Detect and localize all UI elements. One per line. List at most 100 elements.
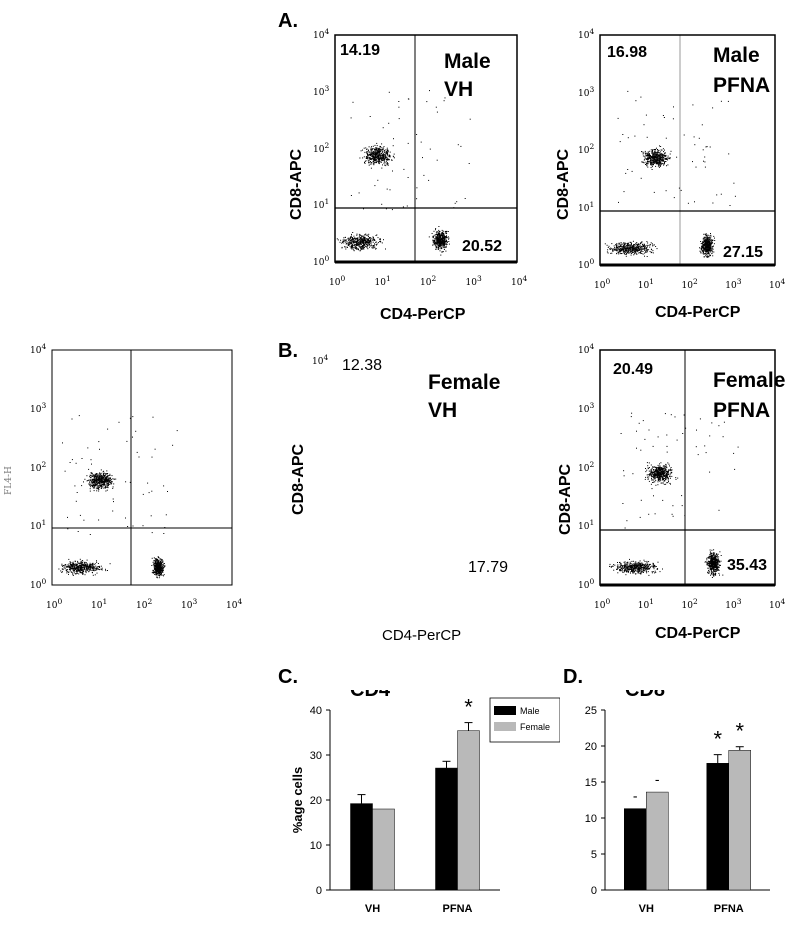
legend-box xyxy=(489,697,560,743)
group-label-line2: PFNA xyxy=(713,399,771,422)
quadrant-bottom-right-value: 35.43 xyxy=(727,557,768,574)
group-label-line2: VH xyxy=(444,78,474,101)
flow-plot-frame xyxy=(51,349,233,586)
panel-label-b: B. xyxy=(278,340,298,362)
panel-label-d: D. xyxy=(563,666,583,688)
legend-label: Female xyxy=(520,722,550,732)
x-tick-label: 102 xyxy=(681,277,698,291)
event-cluster xyxy=(604,240,658,257)
flow-plot-female-vh: 104 12.38 17.79 Female VH CD4-PerCP CD8-… xyxy=(290,345,535,645)
x-tick-label: 100 xyxy=(329,274,346,288)
y-tick-label: 103 xyxy=(313,83,330,98)
x-tick-label: 104 xyxy=(226,597,243,611)
x-tick-label: 101 xyxy=(637,277,654,291)
event-cluster xyxy=(699,233,716,258)
group-label-line1: Male xyxy=(444,50,491,73)
x-axis-label: CD4-PerCP xyxy=(655,304,741,321)
bar-female-pfna xyxy=(728,750,751,891)
x-tick-label: 103 xyxy=(725,277,742,291)
y-axis-label: CD8-APC xyxy=(557,463,574,535)
bar-male-pfna xyxy=(435,767,458,891)
y-tick-label: 100 xyxy=(30,577,47,591)
y-tick-label: 20 xyxy=(310,795,322,807)
y-tick-label: 20 xyxy=(585,741,597,753)
x-axis-label: CD4-PerCP xyxy=(382,627,462,644)
y-axis-label: FL4-H xyxy=(4,466,14,495)
event-cluster xyxy=(704,549,724,578)
event-cluster xyxy=(350,90,471,211)
panel-label-a: A. xyxy=(278,10,298,32)
y-tick-label: 102 xyxy=(313,140,330,155)
y-tick-label: 15 xyxy=(585,777,597,789)
x-tick-label: 102 xyxy=(420,274,437,288)
x-tick-label: 104 xyxy=(511,274,528,288)
y-tick-label: 102 xyxy=(578,459,595,474)
y-tick-label: 5 xyxy=(591,849,597,861)
y-tick-label: 100 xyxy=(313,254,330,268)
quadrant-top-left-value: 20.49 xyxy=(613,361,654,378)
x-tick-label: VH xyxy=(639,903,654,915)
y-tick-label: 101 xyxy=(578,199,595,214)
event-cluster xyxy=(58,558,111,576)
bar-chart-cd4: CD4+ 0 10 20 30 40 %age cells VH PFNA * Male Female xyxy=(290,690,560,915)
y-tick-label: 101 xyxy=(578,518,595,533)
flow-plot-frame xyxy=(599,349,776,587)
event-cluster xyxy=(83,469,117,492)
quadrant-bottom-right-value: 17.79 xyxy=(468,559,509,576)
group-label-line1: Male xyxy=(713,44,760,67)
legend-label: Male xyxy=(520,706,540,716)
x-tick-label: VH xyxy=(365,903,380,915)
y-tick-label: 104 xyxy=(30,342,47,356)
y-tick-label: 101 xyxy=(313,197,330,212)
flow-plot-female-pfna: 20.49 35.43 Female PFNA CD4-PerCP CD8-AP… xyxy=(555,342,800,645)
x-tick-label: 102 xyxy=(136,597,153,611)
x-tick-label: 101 xyxy=(374,274,391,288)
y-tick-label: 102 xyxy=(578,142,595,156)
quadrant-top-left-value: 12.38 xyxy=(342,357,383,374)
group-label-line2: VH xyxy=(428,399,458,422)
x-tick-label: 103 xyxy=(465,274,482,288)
event-cluster xyxy=(609,558,663,576)
y-tick-label: 104 xyxy=(313,27,330,41)
y-tick-label: 103 xyxy=(578,400,595,415)
bar-female-vh xyxy=(646,791,669,891)
chart-title: CD8+ xyxy=(625,690,672,701)
event-cluster xyxy=(359,142,395,169)
x-axis-label: CD4-PerCP xyxy=(655,625,741,642)
flow-plot-male-vh: 14.19 20.52 Male VH CD4-PerCP CD8-APC 10… xyxy=(288,27,535,330)
y-tick-label: 10 xyxy=(310,840,322,852)
significance-marker: * xyxy=(735,719,744,744)
y-tick-label: 104 xyxy=(578,27,595,41)
y-tick-label: 103 xyxy=(30,400,47,415)
quadrant-bottom-right-value: 20.52 xyxy=(462,238,503,255)
bar-male-pfna xyxy=(706,763,729,891)
x-tick-label: 100 xyxy=(46,597,63,611)
y-axis-label: CD8-APC xyxy=(555,148,572,220)
y-tick-top: 104 xyxy=(312,353,329,367)
quadrant-top-left-value: 16.98 xyxy=(607,44,648,61)
group-label-line2: PFNA xyxy=(713,74,771,97)
y-axis-label: %age cells xyxy=(290,767,305,834)
y-tick-label: 30 xyxy=(310,750,322,762)
x-tick-label: PFNA xyxy=(443,903,473,915)
event-cluster xyxy=(151,556,166,579)
flow-plot-frame xyxy=(599,34,776,267)
y-tick-label: 25 xyxy=(585,705,597,717)
significance-marker: * xyxy=(464,695,473,720)
x-tick-label: 100 xyxy=(594,277,611,291)
x-tick-label: 103 xyxy=(181,597,198,611)
legend-swatch xyxy=(494,722,516,731)
x-tick-label: 100 xyxy=(594,597,611,611)
event-cluster xyxy=(336,232,386,252)
y-tick-label: 101 xyxy=(30,518,47,533)
x-tick-label: 101 xyxy=(91,597,108,611)
y-tick-label: 100 xyxy=(578,257,595,271)
y-tick-label: 0 xyxy=(316,885,322,897)
bar-male-vh xyxy=(350,803,373,891)
x-tick-label: 101 xyxy=(637,597,654,611)
x-tick-label: 104 xyxy=(769,597,786,611)
bar-chart-cd8: CD8+ 0 5 10 15 20 25 VH PFNA - * - * xyxy=(585,690,770,915)
bar-female-vh xyxy=(372,808,395,891)
y-axis-label: CD8-APC xyxy=(288,148,305,220)
quadrant-bottom-right-value: 27.15 xyxy=(723,244,764,261)
